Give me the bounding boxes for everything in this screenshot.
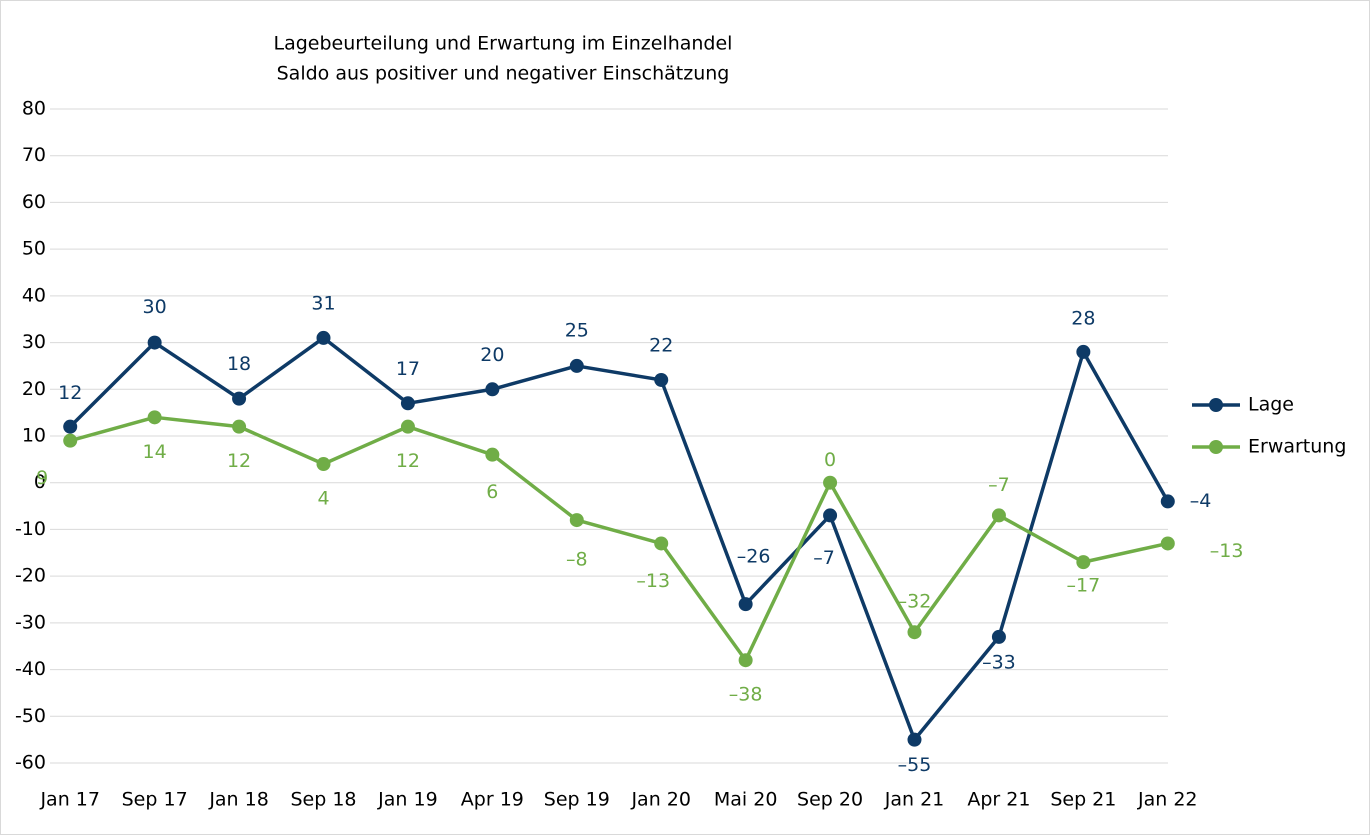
data-label: –32	[898, 591, 932, 613]
x-tick-label: Jan 22	[1137, 789, 1198, 811]
x-tick-label: Sep 21	[1050, 789, 1116, 811]
data-point	[485, 382, 500, 397]
x-tick-label: Jan 21	[884, 789, 945, 811]
data-point	[1076, 344, 1091, 359]
data-label: –7	[988, 474, 1010, 496]
data-label: 31	[311, 292, 335, 314]
y-tick-label: 0	[34, 471, 46, 493]
data-point	[147, 335, 162, 350]
data-point	[316, 457, 331, 472]
data-label: 18	[227, 353, 251, 375]
data-label: –17	[1067, 575, 1101, 597]
y-tick-label: 70	[22, 144, 46, 166]
data-label: –13	[636, 570, 670, 592]
y-tick-label: 60	[22, 191, 46, 213]
y-tick-label: 10	[22, 425, 46, 447]
data-point	[485, 447, 500, 462]
y-tick-label: 20	[22, 378, 46, 400]
chart-subtitle: Saldo aus positiver und negativer Einsch…	[277, 63, 730, 85]
data-point	[991, 508, 1006, 523]
data-point	[232, 391, 247, 406]
data-point	[63, 433, 78, 448]
data-label: 4	[317, 488, 329, 510]
data-point	[1160, 494, 1175, 509]
y-tick-label: -40	[15, 658, 46, 680]
y-tick-label: -30	[15, 611, 46, 633]
data-label: 6	[486, 481, 498, 503]
y-tick-label: -60	[15, 752, 46, 774]
data-label: –26	[737, 546, 771, 568]
data-label: 25	[565, 319, 589, 341]
data-label: 22	[649, 334, 673, 356]
data-point	[991, 629, 1006, 644]
x-tick-label: Apr 19	[461, 789, 524, 811]
legend-label: Lage	[1248, 394, 1294, 416]
data-point	[823, 475, 838, 490]
data-point	[654, 536, 669, 551]
data-label: 9	[36, 467, 48, 489]
data-label: 12	[227, 450, 251, 472]
data-label: –7	[813, 547, 835, 569]
data-label: 12	[396, 450, 420, 472]
x-tick-label: Jan 20	[630, 789, 691, 811]
data-label: 17	[396, 358, 420, 380]
data-label: –13	[1210, 540, 1244, 562]
data-label: 12	[58, 382, 82, 404]
chart-title: Lagebeurteilung und Erwartung im Einzelh…	[274, 33, 733, 55]
legend-marker	[1209, 440, 1223, 454]
data-label: 20	[480, 344, 504, 366]
x-tick-label: Jan 18	[208, 789, 269, 811]
series-line	[68, 336, 1170, 742]
data-point	[907, 732, 922, 747]
y-tick-label: -20	[15, 565, 46, 587]
series-line	[69, 415, 1169, 662]
y-tick-label: -50	[15, 705, 46, 727]
data-point	[654, 372, 669, 387]
data-label: –33	[982, 651, 1016, 673]
data-point	[569, 513, 584, 528]
legend-marker	[1209, 398, 1223, 412]
y-tick-label: 50	[22, 238, 46, 260]
x-tick-label: Jan 17	[39, 789, 100, 811]
x-tick-label: Sep 18	[290, 789, 356, 811]
data-label: 28	[1071, 307, 1095, 329]
data-point	[232, 419, 247, 434]
data-point	[569, 358, 584, 373]
data-point	[1076, 555, 1091, 570]
x-tick-label: Sep 20	[797, 789, 863, 811]
data-label: –8	[566, 549, 588, 571]
y-tick-label: 40	[22, 284, 46, 306]
x-tick-label: Sep 19	[544, 789, 610, 811]
x-tick-label: Jan 19	[377, 789, 438, 811]
x-tick-label: Sep 17	[122, 789, 188, 811]
data-point	[316, 330, 331, 345]
y-tick-label: 80	[22, 98, 46, 120]
data-point	[400, 419, 415, 434]
data-label: 30	[143, 296, 167, 318]
data-point	[823, 508, 838, 523]
data-point	[738, 653, 753, 668]
data-point	[1160, 536, 1175, 551]
data-label: –55	[898, 754, 932, 776]
data-point	[738, 597, 753, 612]
y-tick-label: 30	[22, 331, 46, 353]
data-point	[907, 625, 922, 640]
legend-label: Erwartung	[1248, 436, 1346, 458]
data-label: –38	[729, 684, 763, 706]
x-tick-label: Apr 21	[967, 789, 1030, 811]
data-label: –4	[1190, 490, 1212, 512]
data-point	[63, 419, 78, 434]
data-point	[147, 410, 162, 425]
data-label: 14	[143, 441, 167, 463]
y-tick-label: -10	[15, 518, 46, 540]
data-point	[400, 396, 415, 411]
data-label: 0	[824, 449, 836, 471]
x-tick-label: Mai 20	[714, 789, 778, 811]
